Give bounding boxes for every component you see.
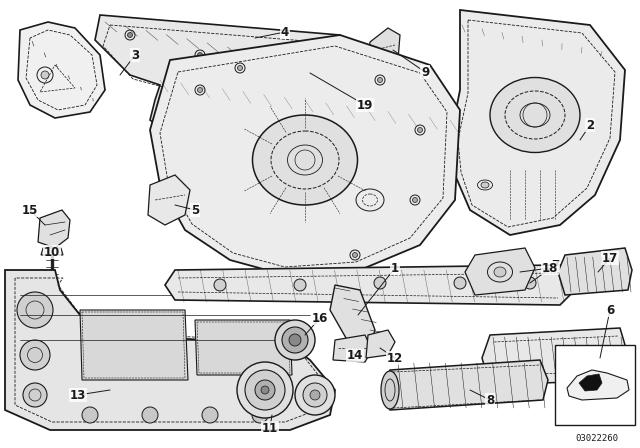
Text: 7: 7	[551, 258, 559, 271]
Polygon shape	[38, 210, 70, 248]
Circle shape	[142, 407, 158, 423]
Ellipse shape	[381, 371, 399, 409]
Text: 03022260: 03022260	[575, 434, 618, 443]
Polygon shape	[382, 360, 548, 410]
Polygon shape	[450, 10, 625, 235]
Text: 18: 18	[542, 262, 558, 275]
Polygon shape	[579, 374, 602, 391]
Circle shape	[23, 383, 47, 407]
Text: 2: 2	[586, 119, 594, 132]
Circle shape	[198, 87, 202, 92]
Circle shape	[237, 65, 243, 70]
Circle shape	[20, 340, 50, 370]
Text: 15: 15	[22, 203, 38, 216]
Circle shape	[214, 279, 226, 291]
Circle shape	[374, 277, 386, 289]
Circle shape	[252, 407, 268, 423]
Text: 16: 16	[312, 311, 328, 324]
Polygon shape	[567, 370, 629, 400]
Circle shape	[413, 198, 417, 202]
Text: 4: 4	[281, 26, 289, 39]
Ellipse shape	[481, 182, 489, 188]
Polygon shape	[333, 335, 372, 362]
Text: 10: 10	[44, 246, 60, 258]
Polygon shape	[95, 15, 355, 135]
Circle shape	[289, 334, 301, 346]
Polygon shape	[148, 175, 190, 225]
Polygon shape	[465, 248, 535, 295]
Polygon shape	[558, 248, 632, 295]
Circle shape	[237, 362, 293, 418]
Polygon shape	[80, 310, 188, 380]
Polygon shape	[150, 35, 460, 275]
Text: 17: 17	[602, 251, 618, 264]
Text: 8: 8	[486, 393, 494, 406]
Circle shape	[202, 407, 218, 423]
Text: 14: 14	[347, 349, 363, 362]
Circle shape	[127, 33, 132, 38]
Circle shape	[255, 380, 275, 400]
Polygon shape	[368, 28, 400, 68]
Polygon shape	[366, 330, 395, 358]
Polygon shape	[295, 55, 325, 82]
Circle shape	[17, 292, 53, 328]
Circle shape	[353, 253, 358, 258]
Ellipse shape	[253, 115, 358, 205]
Polygon shape	[165, 265, 580, 305]
Circle shape	[82, 407, 98, 423]
Circle shape	[310, 390, 320, 400]
Circle shape	[282, 327, 308, 353]
Circle shape	[198, 52, 202, 57]
Circle shape	[317, 52, 323, 57]
Circle shape	[524, 277, 536, 289]
Polygon shape	[18, 22, 105, 118]
Circle shape	[295, 375, 335, 415]
Text: 13: 13	[70, 388, 86, 401]
Text: 3: 3	[131, 48, 139, 61]
Circle shape	[303, 383, 327, 407]
Circle shape	[294, 279, 306, 291]
Ellipse shape	[494, 267, 506, 277]
Circle shape	[261, 386, 269, 394]
Text: 12: 12	[387, 352, 403, 365]
Text: 6: 6	[606, 303, 614, 316]
Circle shape	[268, 63, 273, 68]
Text: 9: 9	[421, 65, 429, 78]
Text: 19: 19	[357, 99, 373, 112]
Circle shape	[417, 128, 422, 133]
Polygon shape	[195, 320, 292, 375]
Text: 5: 5	[191, 203, 199, 216]
Circle shape	[275, 320, 315, 360]
Circle shape	[245, 370, 285, 410]
Ellipse shape	[490, 78, 580, 152]
Circle shape	[454, 277, 466, 289]
Polygon shape	[555, 345, 635, 425]
Polygon shape	[482, 328, 628, 385]
Circle shape	[378, 78, 383, 82]
Polygon shape	[330, 285, 375, 345]
Polygon shape	[41, 248, 63, 255]
Circle shape	[41, 71, 49, 79]
Polygon shape	[5, 270, 335, 430]
Text: 1: 1	[391, 262, 399, 275]
Text: 11: 11	[262, 422, 278, 435]
